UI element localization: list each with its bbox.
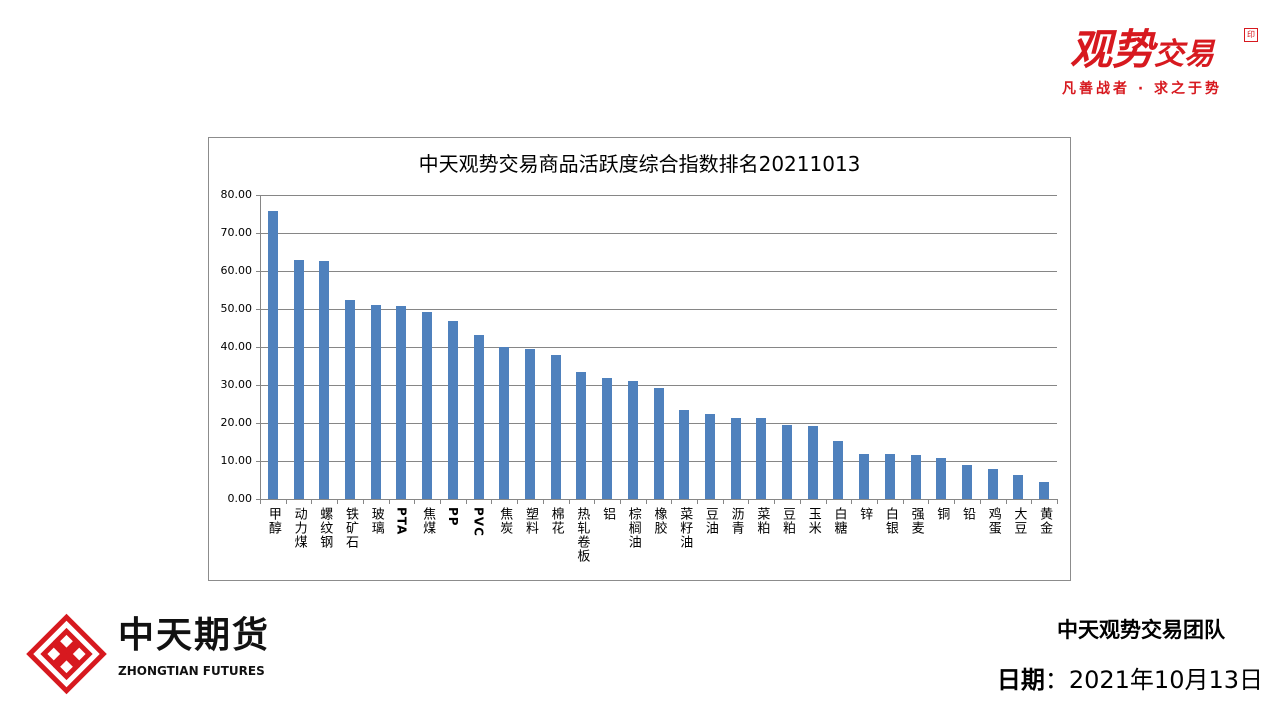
chart-frame <box>208 137 1071 581</box>
company-name-en: ZHONGTIAN FUTURES <box>118 664 265 678</box>
date-value: 2021年10月13日 <box>1068 666 1263 694</box>
zhongtian-logo-icon <box>26 613 107 695</box>
date-label: 日期 <box>996 666 1045 694</box>
brand-name-big: 观势 <box>1069 25 1154 74</box>
team-name: 中天观势交易团队 <box>1057 618 1225 642</box>
brand-name: 观势交易 <box>1042 26 1242 74</box>
brand-logo: 观势交易 凡善战者 · 求之于势 印 <box>1042 26 1258 98</box>
brand-name-small: 交易 <box>1154 37 1214 72</box>
date-line: 日期：2021年10月13日 <box>997 665 1263 695</box>
chart-title: 中天观势交易商品活跃度综合指数排名20211013 <box>418 152 861 176</box>
company-name-cn: 中天期货 <box>118 615 271 656</box>
brand-seal: 印 <box>1244 28 1258 42</box>
brand-slogan: 凡善战者 · 求之于势 <box>1061 81 1223 97</box>
date-separator: ： <box>1044 666 1069 694</box>
